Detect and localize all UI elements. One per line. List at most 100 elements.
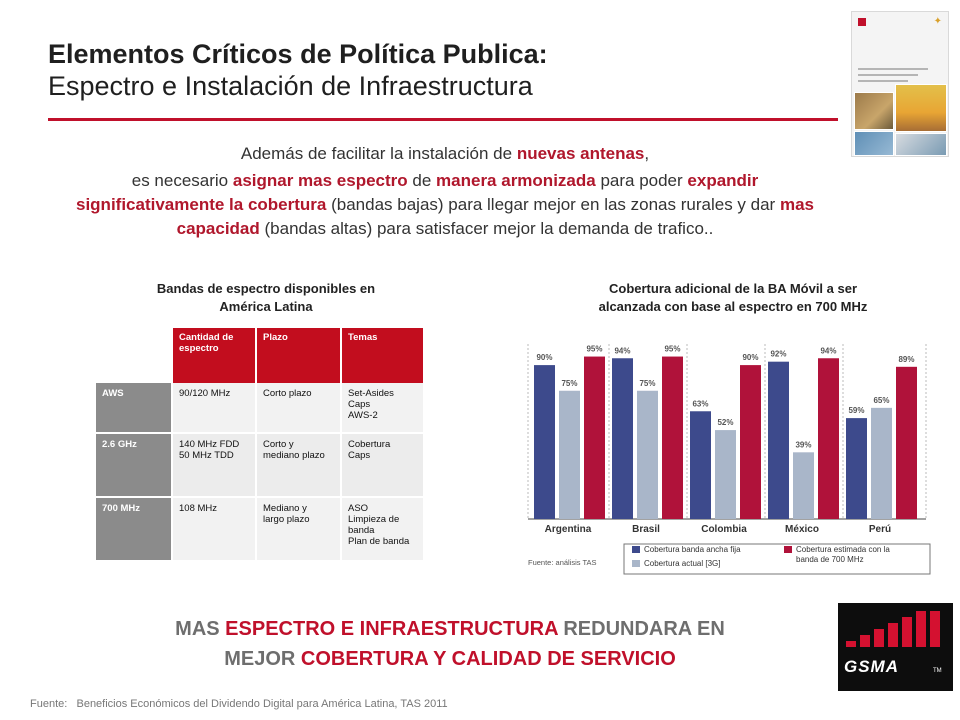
spectrum-table-title: Bandas de espectro disponibles en Améric… — [96, 280, 436, 316]
intro-text: para poder — [595, 171, 688, 190]
conclusion-message: MAS ESPECTRO E INFRAESTRUCTURA REDUNDARA… — [80, 614, 820, 674]
chart-value-label: 65% — [873, 396, 889, 405]
coverage-chart-title: Cobertura adicional de la BA Móvil a ser… — [528, 280, 938, 316]
chart-value-label: 90% — [536, 353, 552, 362]
source-label: Fuente: — [30, 698, 68, 710]
gsma-logo — [838, 603, 953, 691]
topics-cell: ASO Limpieza de banda Plan de banda — [341, 497, 425, 562]
chart-bar — [846, 418, 867, 519]
chart-value-label: 59% — [848, 406, 864, 415]
chart-value-label: 75% — [561, 379, 577, 388]
intro-highlight: mas capacidad — [176, 195, 814, 238]
chart-bar — [818, 358, 839, 519]
table-row: 700 MHz 108 MHz Mediano y largo plazo AS… — [96, 497, 425, 562]
amount-cell: 140 MHz FDD 50 MHz TDD — [172, 433, 257, 498]
cover-photo — [854, 131, 894, 156]
slide-title-line1: Elementos Críticos de Política Publica: — [48, 39, 548, 69]
chart-value-label: 94% — [614, 346, 630, 355]
gsma-trademark: TM — [933, 668, 942, 674]
intro-highlight: manera armonizada — [436, 171, 596, 190]
source-note: Fuente: Beneficios Económicos del Divide… — [30, 698, 448, 710]
coverage-chart-svg: 90% 75% 95% Argentina 94% 75% 95% Brasil 63% 52% 9… — [527, 344, 931, 575]
conclusion-highlight: ESPECTRO E INFRAESTRUCTURA — [225, 618, 558, 640]
intro-text: (bandas bajas) para llegar mejor en las … — [326, 195, 780, 214]
title-underline — [48, 118, 838, 121]
chart-bar — [793, 452, 814, 519]
chart-value-label: 92% — [770, 350, 786, 359]
chart-bar — [584, 356, 605, 519]
band-cell: AWS — [96, 383, 173, 434]
conclusion-highlight: COBERTURA Y CALIDAD DE SERVICIO — [300, 648, 676, 670]
intro-highlight: nuevas antenas — [516, 144, 645, 163]
intro-text: (bandas altas) para satisfacer mejor la … — [259, 219, 714, 238]
chart-value-label: 95% — [586, 345, 602, 354]
chart-bar — [612, 358, 633, 519]
gsma-bars-icon — [846, 611, 940, 647]
intro-text: es necesario — [131, 171, 233, 190]
chart-category-label: México — [785, 524, 819, 535]
cover-title-text — [858, 80, 908, 82]
conclusion-text: MAS — [175, 618, 226, 640]
intro-paragraph: Además de facilitar la instalación de nu… — [60, 142, 830, 241]
slide-title: Elementos Críticos de Política Publica: … — [48, 38, 838, 102]
chart-category-label: Argentina — [545, 524, 592, 535]
chart-value-label: 95% — [664, 345, 680, 354]
chart-bar — [559, 390, 580, 519]
chart-value-label: 75% — [639, 379, 655, 388]
report-cover-thumbnail: ✦ — [851, 11, 949, 157]
table-header-cell: Plazo — [256, 328, 342, 383]
cover-photo — [895, 84, 947, 132]
chart-value-label: 63% — [692, 399, 708, 408]
chart-value-label: 90% — [742, 353, 758, 362]
chart-bar — [662, 356, 683, 519]
chart-bar — [534, 365, 555, 519]
conclusion-line-2: MEJOR COBERTURA Y CALIDAD DE SERVICIO — [80, 644, 820, 674]
chart-legend-swatch — [632, 546, 640, 553]
chart-bar — [690, 411, 711, 519]
chart-legend-label: Cobertura actual [3G] — [644, 559, 720, 568]
amount-cell: 108 MHz — [172, 497, 257, 562]
chart-category-label: Perú — [869, 524, 891, 535]
intro-text: Además de facilitar la instalación de — [240, 144, 517, 163]
chart-category-label: Brasil — [632, 524, 660, 535]
source-text: Beneficios Económicos del Dividendo Digi… — [76, 698, 448, 710]
table-header-cell: Temas — [341, 328, 425, 383]
cover-emblem-icon: ✦ — [933, 16, 942, 27]
term-cell: Corto y mediano plazo — [256, 433, 342, 498]
chart-bar — [740, 365, 761, 519]
coverage-bar-chart: 90% 75% 95% Argentina 94% 75% 95% Brasil 63% 52% 9… — [524, 330, 934, 580]
spectrum-table-title-line: América Latina — [219, 299, 313, 314]
chart-value-label: 39% — [795, 440, 811, 449]
intro-highlight: expandir significativamente la cobertura — [76, 171, 759, 214]
chart-value-label: 89% — [898, 355, 914, 364]
chart-legend-box — [623, 543, 931, 575]
chart-category-label: Colombia — [701, 524, 747, 535]
coverage-chart-title-line: Cobertura adicional de la BA Móvil a ser — [608, 281, 858, 296]
band-cell: 700 MHz — [96, 497, 173, 562]
conclusion-line-1: MAS ESPECTRO E INFRAESTRUCTURA REDUNDARA… — [80, 614, 820, 644]
slide-title-line2: Espectro e Instalación de Infraestructur… — [48, 71, 533, 101]
amount-cell: 90/120 MHz — [172, 383, 257, 434]
table-row: 2.6 GHz 140 MHz FDD 50 MHz TDD Corto y m… — [96, 433, 425, 498]
chart-bar — [637, 390, 658, 519]
table-header-cell: Cantidad de espectro — [172, 328, 257, 383]
coverage-chart-title-line: alcanzada con base al espectro en 700 MH… — [598, 299, 868, 314]
chart-legend-swatch — [632, 560, 640, 567]
topics-cell: Set-Asides Caps AWS-2 — [341, 383, 425, 434]
chart-source-note: Fuente: análisis TAS — [528, 558, 597, 567]
chart-legend-label: Cobertura estimada con la banda de 700 MH… — [796, 545, 890, 564]
intro-text: de — [407, 171, 437, 190]
cover-title-text — [858, 74, 918, 76]
cover-photo — [854, 92, 894, 130]
conclusion-text: REDUNDARA EN — [557, 618, 725, 640]
conclusion-text: MEJOR — [224, 648, 301, 670]
band-cell: 2.6 GHz — [96, 433, 173, 498]
gsma-logo-text: GSMA — [844, 657, 899, 676]
term-cell: Corto plazo — [256, 383, 342, 434]
term-cell: Mediano y largo plazo — [256, 497, 342, 562]
table-row: AWS 90/120 MHz Corto plazo Set-Asides Ca… — [96, 383, 425, 434]
spectrum-table-title-line: Bandas de espectro disponibles en — [156, 281, 376, 296]
intro-highlight: asignar mas espectro — [232, 171, 408, 190]
chart-value-label: 94% — [820, 346, 836, 355]
topics-cell: Cobertura Caps — [341, 433, 425, 498]
